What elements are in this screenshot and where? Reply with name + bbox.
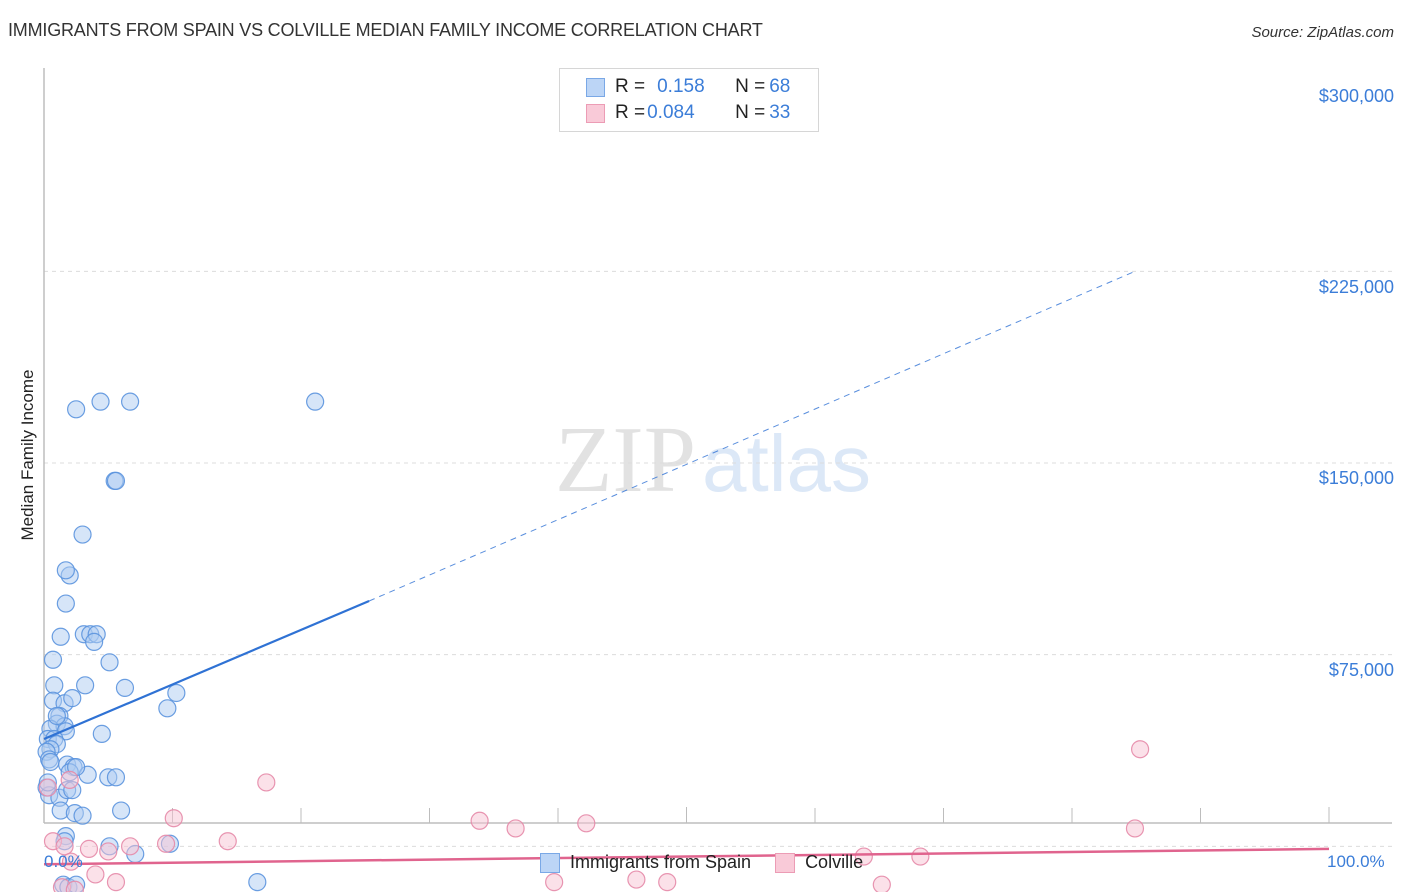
- r-value: 0.084: [647, 102, 695, 123]
- y-axis-label: Median Family Income: [18, 369, 37, 541]
- legend-item-immigrants-from-spain[interactable]: Immigrants from Spain: [540, 852, 751, 873]
- blue-swatch-icon: [540, 852, 560, 873]
- n-label: N =: [735, 102, 766, 123]
- n-value: 68: [769, 76, 791, 97]
- blue-swatch-icon: [586, 77, 605, 97]
- r-label: R =: [615, 76, 646, 97]
- r-value: 0.158: [657, 76, 705, 97]
- x-tick-100: 100.0%: [1327, 852, 1385, 871]
- gridlines: [44, 270, 1392, 847]
- stats-row-colville: R = 0.084 N = 33: [586, 101, 790, 125]
- pink-swatch-icon: [775, 852, 796, 873]
- series-colville-points: [38, 740, 1150, 892]
- n-label: N =: [735, 76, 766, 97]
- stats-legend: R = 0.158 N = 68 R = 0.084 N = 33: [559, 68, 819, 132]
- axes: [43, 68, 1392, 824]
- x-tick-0: 0.0%: [44, 852, 83, 871]
- legend-item-colville[interactable]: Colville: [775, 852, 863, 873]
- r-label: R =: [615, 102, 646, 123]
- chart-title: IMMIGRANTS FROM SPAIN VS COLVILLE MEDIAN…: [8, 20, 763, 40]
- legend-label: Colville: [805, 852, 864, 872]
- y-tick-225000: $225,000: [1318, 277, 1394, 297]
- y-tick-75000: $75,000: [1328, 660, 1394, 680]
- trendlines: [43, 270, 1330, 866]
- legend-label: Immigrants from Spain: [570, 852, 752, 872]
- series-legend: Immigrants from Spain Colville: [540, 852, 887, 873]
- pink-swatch-icon: [586, 103, 605, 123]
- y-tick-150000: $150,000: [1318, 468, 1394, 488]
- n-value: 33: [769, 102, 791, 123]
- source-credit: Source: ZipAtlas.com: [1251, 24, 1394, 41]
- series-immigrants-from-spain-points: [37, 392, 325, 892]
- stats-row-immigrants-from-spain: R = 0.158 N = 68: [586, 75, 790, 99]
- y-tick-300000: $300,000: [1318, 86, 1394, 106]
